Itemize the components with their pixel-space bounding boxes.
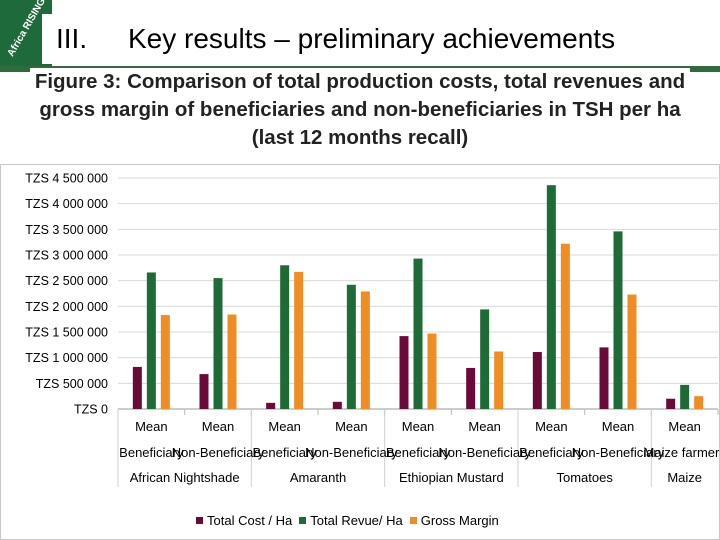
bar-total_cost	[266, 402, 276, 409]
legend-swatch-total-revenue	[299, 517, 307, 524]
y-tick-label: TZS 1 500 000	[25, 326, 108, 340]
bar-gross_margin	[427, 333, 437, 409]
bar-total_revenue	[613, 231, 623, 409]
x-tick-label-stat: Mean	[602, 419, 635, 434]
bar-total_cost	[199, 374, 209, 409]
y-tick-label: TZS 0	[74, 403, 108, 417]
bar-total_revenue	[413, 258, 423, 409]
bar-total_revenue	[280, 265, 290, 409]
x-tick-label-stat: Mean	[268, 419, 301, 434]
legend-label-gross-margin: Gross Margin	[420, 513, 499, 528]
figure-title: Figure 3: Comparison of total production…	[30, 68, 690, 152]
y-tick-label: TZS 4 500 000	[25, 172, 108, 186]
bar-total_cost	[332, 401, 342, 409]
y-tick-label: TZS 2 000 000	[25, 300, 108, 314]
bar-gross_margin	[160, 315, 170, 409]
bar-gross_margin	[227, 314, 237, 409]
x-tick-label-group: Beneficiary	[386, 445, 451, 460]
x-tick-label-stat: Mean	[135, 419, 168, 434]
bar-gross_margin	[560, 243, 570, 409]
bar-gross_margin	[360, 291, 370, 409]
crop-label: Maize	[667, 470, 702, 485]
bar-total_cost	[666, 398, 676, 409]
crop-label: Tomatoes	[556, 470, 613, 485]
y-tick-label: TZS 2 500 000	[25, 274, 108, 288]
bar-gross_margin	[294, 271, 304, 409]
bar-total_revenue	[146, 272, 156, 409]
legend-label-total-revenue: Total Revue/ Ha	[310, 513, 403, 528]
x-tick-label-stat: Mean	[402, 419, 435, 434]
bar-gross_margin	[627, 294, 637, 409]
x-tick-label-stat: Mean	[535, 419, 568, 434]
x-tick-label-stat: Mean	[668, 419, 701, 434]
legend-item-gross-margin: Gross Margin	[409, 513, 499, 528]
x-tick-label-group: Beneficiary	[519, 445, 584, 460]
bar-gross_margin	[494, 351, 504, 409]
legend-swatch-gross-margin	[409, 517, 417, 524]
y-tick-label: TZS 3 500 000	[25, 223, 108, 237]
crop-label: Amaranth	[290, 470, 346, 485]
bar-total_cost	[532, 352, 542, 409]
x-tick-label-group: Non-Beneficiary	[305, 445, 398, 460]
bar-gross_margin	[694, 396, 704, 409]
x-tick-label-group: Non-Beneficiary	[438, 445, 531, 460]
crop-label: Ethiopian Mustard	[399, 470, 504, 485]
bar-total_revenue	[213, 278, 223, 409]
bar-total_cost	[466, 367, 476, 409]
legend-label-total-cost: Total Cost / Ha	[207, 513, 293, 528]
chart-legend: Total Cost / Ha Total Revue/ Ha Gross Ma…	[196, 513, 506, 528]
legend-swatch-total-cost	[196, 517, 203, 524]
x-tick-label-stat: Mean	[468, 419, 501, 434]
y-tick-label: TZS 1 000 000	[25, 351, 108, 365]
legend-item-total-revenue: Total Revue/ Ha	[299, 513, 403, 528]
section-title: Key results – preliminary achievements	[128, 23, 616, 54]
bar-total_revenue	[346, 284, 356, 409]
bar-total_revenue	[480, 309, 490, 409]
bar-total_cost	[399, 336, 409, 409]
bar-total_revenue	[546, 185, 556, 409]
y-tick-label: TZS 500 000	[36, 377, 108, 391]
x-tick-label-group: Non-Beneficiary	[572, 445, 665, 460]
y-tick-label: TZS 4 000 000	[25, 197, 108, 211]
bar-total_revenue	[680, 384, 690, 409]
section-header: III. Key results – preliminary achieveme…	[42, 14, 697, 64]
x-tick-label-stat: Mean	[335, 419, 368, 434]
bar-total_cost	[599, 347, 609, 409]
x-tick-label-group: Beneficiary	[119, 445, 184, 460]
x-tick-label-group: Non-Beneficiary	[172, 445, 265, 460]
x-tick-label-group: Maize farmers	[643, 445, 720, 460]
legend-item-total-cost: Total Cost / Ha	[196, 513, 292, 528]
x-tick-label-stat: Mean	[202, 419, 235, 434]
x-tick-label-group: Beneficiary	[253, 445, 318, 460]
bar-total_cost	[132, 366, 142, 409]
section-number: III.	[56, 23, 88, 54]
crop-label: African Nightshade	[130, 470, 240, 485]
y-tick-label: TZS 3 000 000	[25, 249, 108, 263]
